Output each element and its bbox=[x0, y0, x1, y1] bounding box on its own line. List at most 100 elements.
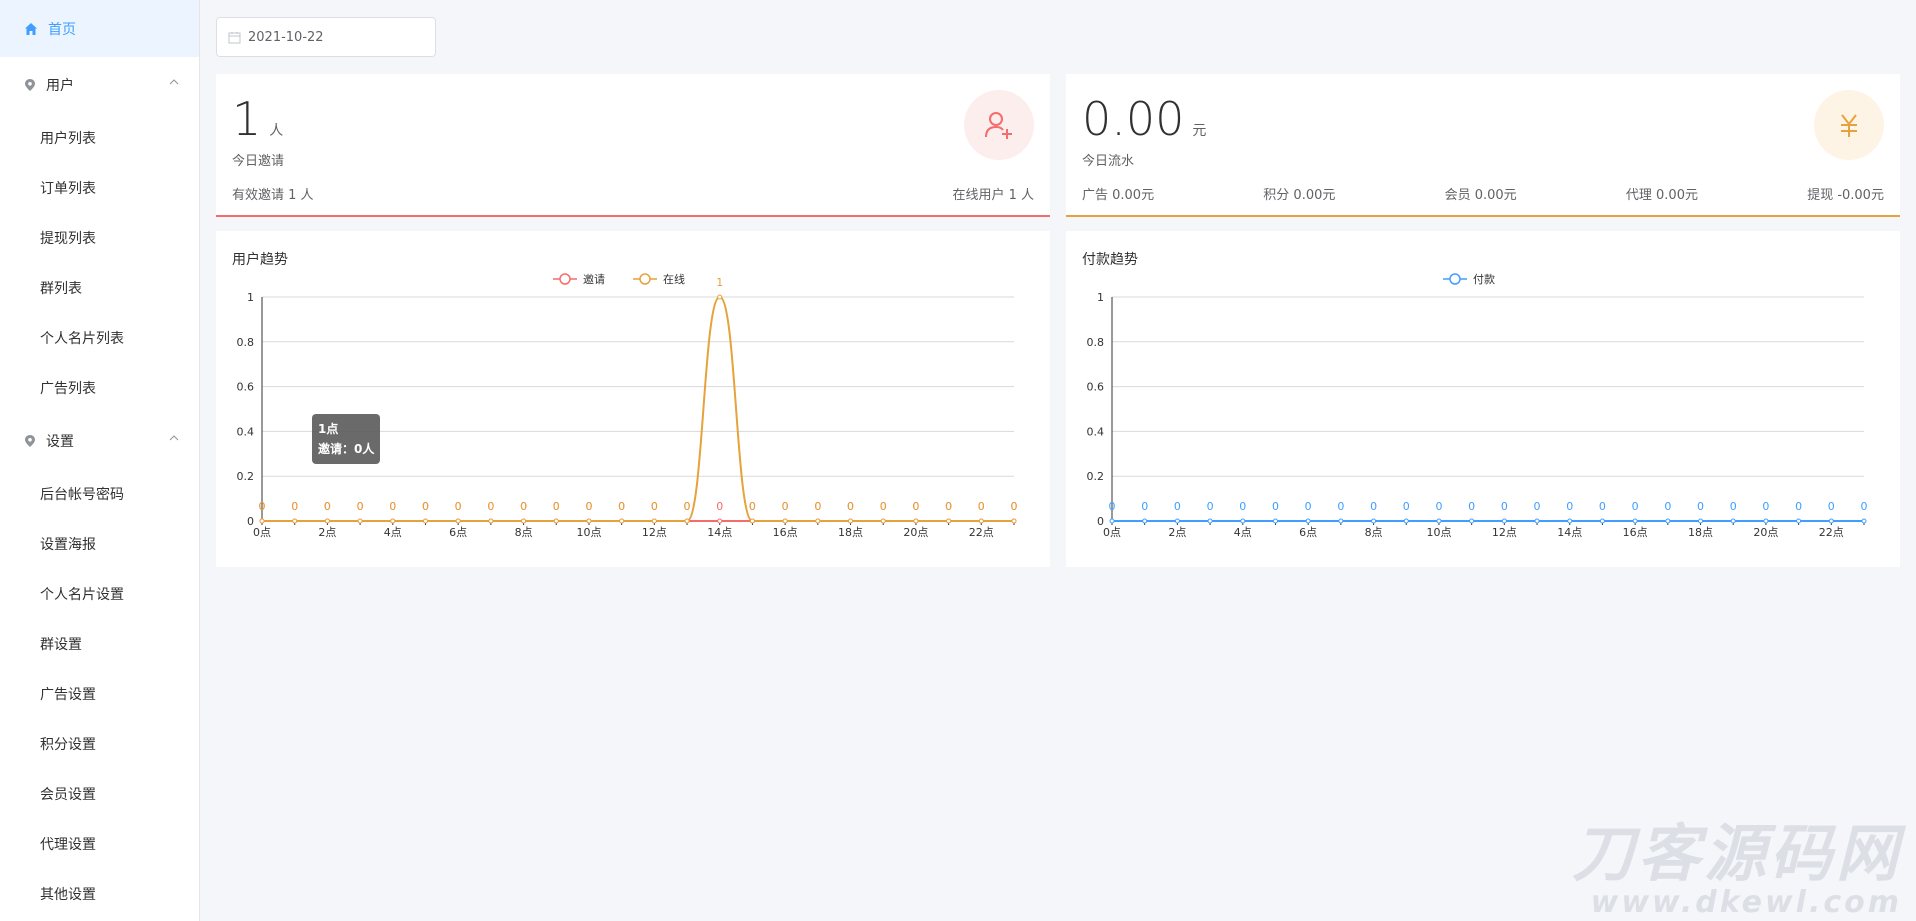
sidebar-item[interactable]: 用户列表 bbox=[0, 113, 199, 163]
data-point[interactable] bbox=[815, 518, 821, 524]
sidebar-item[interactable]: 代理设置 bbox=[0, 819, 199, 869]
x-tick-label: 18点 bbox=[1688, 526, 1713, 539]
data-point[interactable] bbox=[521, 518, 527, 524]
sidebar-item[interactable]: 积分设置 bbox=[0, 719, 199, 769]
chevron-up-icon[interactable] bbox=[169, 435, 179, 441]
data-point[interactable] bbox=[848, 518, 854, 524]
revenue-stat-card: 0.00 元 今日流水 广告 0.00元 积分 0.00元 会员 0.00元 代… bbox=[1066, 74, 1900, 217]
data-point[interactable] bbox=[749, 518, 755, 524]
data-point[interactable] bbox=[1665, 518, 1671, 524]
data-label: 0 bbox=[749, 500, 756, 513]
data-point[interactable] bbox=[1436, 518, 1442, 524]
data-label: 0 bbox=[357, 500, 364, 513]
sidebar-item[interactable]: 提现列表 bbox=[0, 213, 199, 263]
data-point[interactable] bbox=[1730, 518, 1736, 524]
x-tick-label: 22点 bbox=[1819, 526, 1844, 539]
x-tick-label: 22点 bbox=[969, 526, 994, 539]
data-point[interactable] bbox=[782, 518, 788, 524]
data-point[interactable] bbox=[1207, 518, 1213, 524]
data-point[interactable] bbox=[1698, 518, 1704, 524]
data-point[interactable] bbox=[1763, 518, 1769, 524]
sidebar-item[interactable]: 个人名片设置 bbox=[0, 569, 199, 619]
data-point[interactable] bbox=[292, 518, 298, 524]
legend-item[interactable]: 邀请 bbox=[553, 272, 605, 286]
data-point[interactable] bbox=[1861, 518, 1867, 524]
sidebar-item[interactable]: 群列表 bbox=[0, 263, 199, 313]
data-point[interactable] bbox=[913, 518, 919, 524]
data-point[interactable] bbox=[717, 518, 723, 524]
data-point[interactable] bbox=[455, 518, 461, 524]
data-label: 0 bbox=[389, 500, 396, 513]
x-tick-label: 2点 bbox=[1168, 526, 1186, 539]
sidebar-group-0[interactable]: 用户 bbox=[0, 57, 199, 113]
data-point[interactable] bbox=[1011, 518, 1017, 524]
data-point[interactable] bbox=[1240, 518, 1246, 524]
data-label: 0 bbox=[880, 500, 887, 513]
data-label: 0 bbox=[1861, 500, 1868, 513]
legend-item[interactable]: 付款 bbox=[1443, 272, 1495, 286]
legend-item[interactable]: 在线 bbox=[633, 272, 685, 286]
data-point[interactable] bbox=[1371, 518, 1377, 524]
data-point[interactable] bbox=[1305, 518, 1311, 524]
data-label: 0 bbox=[291, 500, 298, 513]
data-point[interactable] bbox=[1469, 518, 1475, 524]
sidebar-item-label: 广告设置 bbox=[40, 687, 96, 703]
data-label: 0 bbox=[1795, 500, 1802, 513]
y-tick-label: 0.4 bbox=[1087, 425, 1105, 438]
data-label: 0 bbox=[978, 500, 985, 513]
data-point[interactable] bbox=[978, 518, 984, 524]
data-point[interactable] bbox=[1174, 518, 1180, 524]
data-point[interactable] bbox=[1828, 518, 1834, 524]
data-point[interactable] bbox=[1632, 518, 1638, 524]
sidebar-item-label: 代理设置 bbox=[40, 837, 96, 853]
data-point[interactable] bbox=[946, 518, 952, 524]
data-point[interactable] bbox=[553, 518, 559, 524]
date-picker[interactable]: 2021-10-22 bbox=[216, 17, 436, 57]
data-point[interactable] bbox=[1338, 518, 1344, 524]
sidebar-item[interactable]: 广告设置 bbox=[0, 669, 199, 719]
sidebar-item[interactable]: 订单列表 bbox=[0, 163, 199, 213]
data-point[interactable] bbox=[717, 294, 723, 300]
data-label: 0 bbox=[978, 500, 985, 513]
revenue-withdraw: 提现 -0.00元 bbox=[1807, 188, 1884, 203]
data-point[interactable] bbox=[1796, 518, 1802, 524]
data-point[interactable] bbox=[1142, 518, 1148, 524]
data-point[interactable] bbox=[1272, 518, 1278, 524]
data-point[interactable] bbox=[651, 518, 657, 524]
sidebar-group-label: 设置 bbox=[46, 434, 74, 450]
sidebar-item-label: 群设置 bbox=[40, 637, 82, 653]
data-point[interactable] bbox=[488, 518, 494, 524]
revenue-membership: 会员 0.00元 bbox=[1444, 188, 1517, 203]
data-point[interactable] bbox=[422, 518, 428, 524]
data-point[interactable] bbox=[259, 518, 265, 524]
data-label: 0 bbox=[1501, 500, 1508, 513]
data-point[interactable] bbox=[1567, 518, 1573, 524]
data-label: 0 bbox=[912, 500, 919, 513]
data-point[interactable] bbox=[586, 518, 592, 524]
sidebar-group-1[interactable]: 设置 bbox=[0, 413, 199, 469]
data-point[interactable] bbox=[1534, 518, 1540, 524]
data-point[interactable] bbox=[1403, 518, 1409, 524]
data-label: 0 bbox=[422, 500, 429, 513]
sidebar-item[interactable]: 广告列表 bbox=[0, 363, 199, 413]
sidebar-item[interactable]: 其他设置 bbox=[0, 869, 199, 919]
data-point[interactable] bbox=[1599, 518, 1605, 524]
data-point[interactable] bbox=[1109, 518, 1115, 524]
sidebar-item[interactable]: 群设置 bbox=[0, 619, 199, 669]
sidebar-item[interactable]: 设置海报 bbox=[0, 519, 199, 569]
sidebar-item[interactable]: 后台帐号密码 bbox=[0, 469, 199, 519]
data-point[interactable] bbox=[324, 518, 330, 524]
data-point[interactable] bbox=[880, 518, 886, 524]
data-label: 0 bbox=[618, 500, 625, 513]
data-point[interactable] bbox=[390, 518, 396, 524]
sidebar-item-home[interactable]: 首页 bbox=[0, 0, 199, 57]
data-point[interactable] bbox=[619, 518, 625, 524]
sidebar-item[interactable]: 会员设置 bbox=[0, 769, 199, 819]
data-point[interactable] bbox=[1501, 518, 1507, 524]
sidebar-item[interactable]: 个人名片列表 bbox=[0, 313, 199, 363]
data-point[interactable] bbox=[357, 518, 363, 524]
chevron-up-icon[interactable] bbox=[169, 79, 179, 85]
data-point[interactable] bbox=[684, 518, 690, 524]
